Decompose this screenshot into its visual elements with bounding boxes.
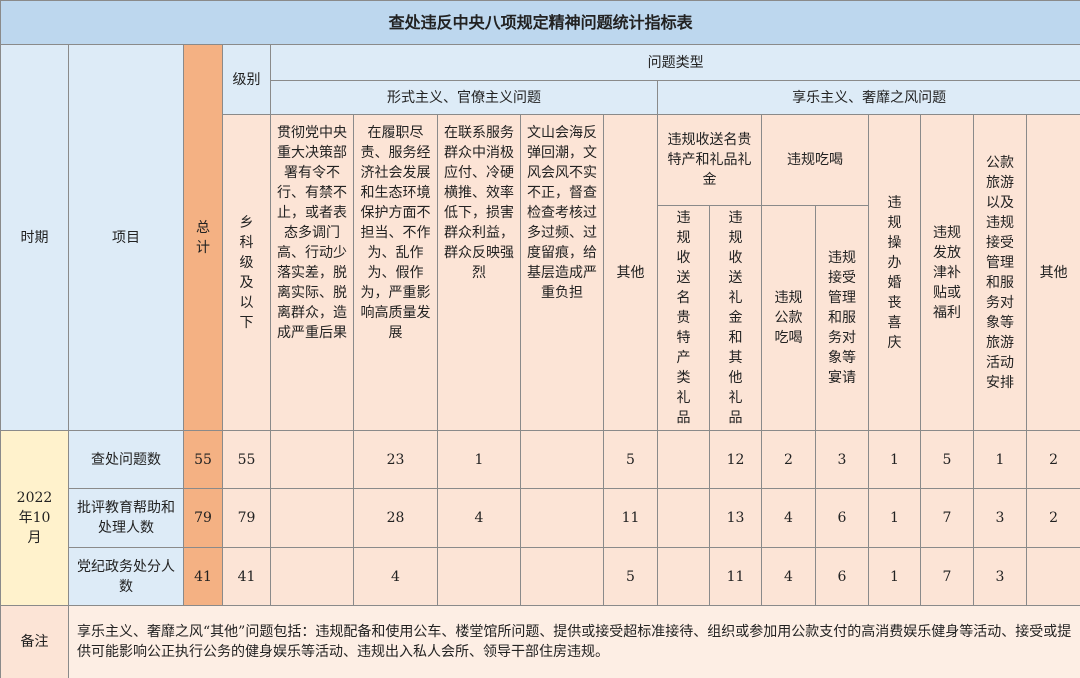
value-cell: [270, 430, 354, 489]
header-cell: 违规收送名贵特产和礼品礼金: [657, 114, 762, 206]
value-cell: 55: [183, 430, 223, 489]
value-cell: 2: [761, 430, 816, 489]
value-cell: 55: [222, 430, 271, 489]
note-label: 备注: [0, 605, 69, 678]
header-cell: 享乐主义、奢靡之风问题: [656, 80, 1080, 115]
value-cell: 5: [920, 430, 974, 489]
value-cell: 4: [437, 488, 521, 548]
table-row: 备注 享乐主义、奢靡之风“其他”问题包括：违规配备和使用公车、楼堂馆所问题、提供或…: [0, 605, 1080, 678]
value-cell: [270, 488, 354, 548]
value-cell: 4: [761, 547, 816, 606]
header-cell: 项目: [68, 44, 184, 431]
header-cell: 违规发放津补贴或福利: [920, 114, 974, 431]
value-cell: 11: [709, 547, 762, 606]
value-cell: 13: [709, 488, 762, 548]
value-cell: 3: [973, 488, 1027, 548]
value-cell: 7: [920, 488, 974, 548]
value-cell: 5: [603, 547, 658, 606]
value-cell: [520, 547, 604, 606]
value-cell: 4: [353, 547, 438, 606]
header-cell: 在履职尽责、服务经济社会发展和生态环境保护方面不担当、不作为、乱作为、假作为，严…: [353, 114, 438, 431]
table-row: 违规收送名贵特产类礼品 违规收送礼金和其他礼品 违规公款吃喝 违规接受管理和服务对象等…: [1, 205, 1080, 431]
table-row: 党纪政务处分人数 41 41 4 5 11 4 6 1 7 3: [1, 547, 1080, 606]
note-text: 享乐主义、奢靡之风“其他”问题包括：违规配备和使用公车、楼堂馆所问题、提供或接受…: [67, 605, 1080, 678]
value-cell: [657, 547, 710, 606]
value-cell: 3: [815, 430, 869, 489]
value-cell: 11: [603, 488, 658, 548]
value-cell: 7: [920, 547, 974, 606]
header-cell: 违规吃喝: [761, 114, 869, 206]
value-cell: 79: [183, 488, 223, 548]
value-cell: 1: [868, 488, 921, 548]
header-cell: 问题类型: [269, 44, 1080, 81]
table-row: 批评教育帮助和处理人数 79 79 28 4 11 13 4 6 1 7 3 2: [1, 488, 1080, 548]
header-cell: 文山会海反弹回潮，文风会风不实不正，督查检查考核过多过频、过度留痕，给基层造成严…: [520, 114, 604, 431]
header-cell: 总计: [183, 44, 223, 431]
header-cell: 时期: [0, 44, 69, 431]
period-cell: 2022年10月: [0, 430, 69, 606]
table-row: 查处违反中央八项规定精神问题统计指标表: [0, 0, 1080, 45]
table-row: 2022年10月 查处问题数 55 55 23 1 5 12 2 3 1 5 1 2: [0, 430, 1080, 606]
value-cell: 41: [222, 547, 271, 606]
table-cell: 违规收送名贵特产类礼品: [657, 205, 710, 431]
value-cell: [270, 547, 354, 606]
header-cell: 级别: [222, 44, 271, 115]
value-cell: [657, 430, 710, 489]
value-cell: 6: [815, 488, 869, 548]
value-cell: 6: [815, 547, 869, 606]
value-cell: 1: [973, 430, 1027, 489]
item-cell: 党纪政务处分人数: [68, 547, 184, 606]
value-cell: 23: [353, 430, 438, 489]
header-cell: 乡科级及以下: [222, 114, 271, 431]
value-cell: 3: [973, 547, 1027, 606]
value-cell: 5: [603, 430, 658, 489]
value-cell: 2: [1025, 488, 1080, 548]
header-cell: 形式主义、官僚主义问题: [270, 80, 658, 115]
value-cell: [520, 430, 604, 489]
table-title: 查处违反中央八项规定精神问题统计指标表: [0, 0, 1080, 45]
header-cell: 公款旅游以及违规接受管理和服务对象等旅游活动安排: [973, 114, 1027, 431]
table-cell: 违规公款吃喝: [761, 205, 816, 431]
value-cell: 2: [1025, 430, 1080, 489]
table-row: 乡科级及以下 贯彻党中央重大决策部署有令不行、有禁不止，或者表态多调门高、行动少落…: [1, 114, 1080, 431]
value-cell: 12: [709, 430, 762, 489]
value-cell: 4: [761, 488, 816, 548]
value-cell: 1: [868, 547, 921, 606]
value-cell: 1: [437, 430, 521, 489]
item-cell: 批评教育帮助和处理人数: [68, 488, 184, 548]
header-cell: 贯彻党中央重大决策部署有令不行、有禁不止，或者表态多调门高、行动少落实差，脱离实…: [270, 114, 354, 431]
table-cell: 违规收送礼金和其他礼品: [709, 205, 762, 431]
value-cell: [520, 488, 604, 548]
header-cell: 在联系服务群众中消极应付、冷硬横推、效率低下，损害群众利益，群众反映强烈: [437, 114, 521, 431]
item-cell: 查处问题数: [68, 430, 184, 489]
value-cell: [657, 488, 710, 548]
value-cell: 79: [222, 488, 271, 548]
header-cell: 其他: [1025, 114, 1080, 431]
table-row: 形式主义、官僚主义问题 享乐主义、奢靡之风问题: [1, 80, 1080, 115]
header-cell: 违规操办婚丧喜庆: [868, 114, 921, 431]
value-cell: [437, 547, 521, 606]
value-cell: 28: [353, 488, 438, 548]
value-cell: 1: [868, 430, 921, 489]
table-cell: 违规接受管理和服务对象等宴请: [815, 205, 869, 431]
value-cell: [1025, 547, 1080, 606]
value-cell: 41: [183, 547, 223, 606]
table-row: 时期 项目 总计 级别 问题类型: [0, 44, 1080, 431]
header-cell: 其他: [603, 114, 658, 431]
